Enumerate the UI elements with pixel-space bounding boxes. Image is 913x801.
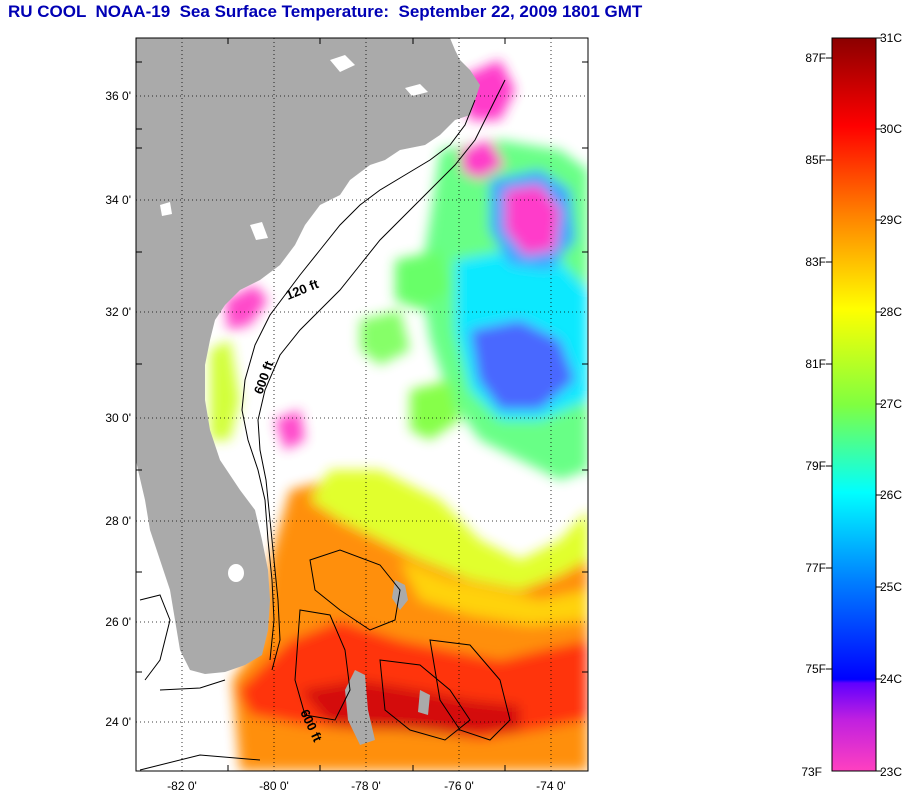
cb-label-77f: 77F (805, 561, 826, 575)
cb-label-87f: 87F (805, 51, 826, 65)
frame-ticks (136, 38, 588, 771)
cb-label-27c: 27C (880, 397, 902, 411)
lat-label-36: 36 0' (105, 89, 131, 103)
lon-label-74: -74 0' (536, 779, 566, 793)
bank-contour (294, 609, 351, 721)
lat-label-32: 32 0' (105, 305, 131, 319)
cb-label-28c: 28C (880, 305, 902, 319)
coast-contour (139, 754, 261, 771)
colorbar: 87F 85F 83F 81F 79F 77F 75F 73F 31C 30C … (801, 31, 902, 779)
latitude-labels: 36 0' 34 0' 32 0' 30 0' 28 0' 26 0' 24 0… (105, 89, 131, 729)
lat-label-26: 26 0' (105, 615, 131, 629)
contour-120ft (241, 99, 476, 661)
lon-label-76: -76 0' (444, 779, 474, 793)
cb-label-85f: 85F (805, 153, 826, 167)
lat-label-34: 34 0' (105, 193, 131, 207)
lakes-layer (160, 55, 428, 582)
map-frame (135, 37, 589, 772)
cb-label-73f: 73F (801, 765, 822, 779)
colorbar-celsius-labels: 31C 30C 29C 28C 27C 26C 25C 24C 23C (880, 31, 902, 779)
cb-label-29c: 29C (880, 213, 902, 227)
bank-contour (309, 549, 401, 631)
lon-label-78: -78 0' (351, 779, 381, 793)
bathymetry-contours (139, 79, 511, 771)
lat-label-28: 28 0' (105, 514, 131, 528)
colorbar-gradient (831, 37, 877, 772)
cb-label-81f: 81F (805, 357, 826, 371)
land-layer (136, 38, 480, 745)
cb-label-83f: 83F (805, 255, 826, 269)
cb-label-30c: 30C (880, 122, 902, 136)
lat-label-30: 30 0' (105, 411, 131, 425)
contour-600ft (257, 79, 506, 671)
cb-label-24c: 24C (880, 672, 902, 686)
graticule (136, 38, 588, 771)
bank-contour (429, 639, 511, 741)
cb-label-79f: 79F (805, 459, 826, 473)
colorbar-ticks (826, 37, 882, 772)
map-plot-area: 120 ft 600 ft 600 ft (136, 38, 588, 771)
cb-label-31c: 31C (880, 31, 902, 45)
coast-contour (159, 679, 226, 691)
lon-label-82: -82 0' (167, 779, 197, 793)
coast-contour (139, 594, 171, 681)
bank-contour (379, 659, 471, 741)
colorbar-fahrenheit-labels: 87F 85F 83F 81F 79F 77F 75F 73F (801, 51, 826, 779)
cb-label-25c: 25C (880, 580, 902, 594)
longitude-labels: -82 0' -80 0' -78 0' -76 0' -74 0' (167, 779, 566, 793)
cb-label-75f: 75F (805, 662, 826, 676)
cb-label-26c: 26C (880, 488, 902, 502)
map-title: RU COOL NOAA-19 Sea Surface Temperature:… (8, 2, 643, 21)
cb-label-23c: 23C (880, 765, 902, 779)
lat-label-24: 24 0' (105, 715, 131, 729)
lon-label-80: -80 0' (259, 779, 289, 793)
